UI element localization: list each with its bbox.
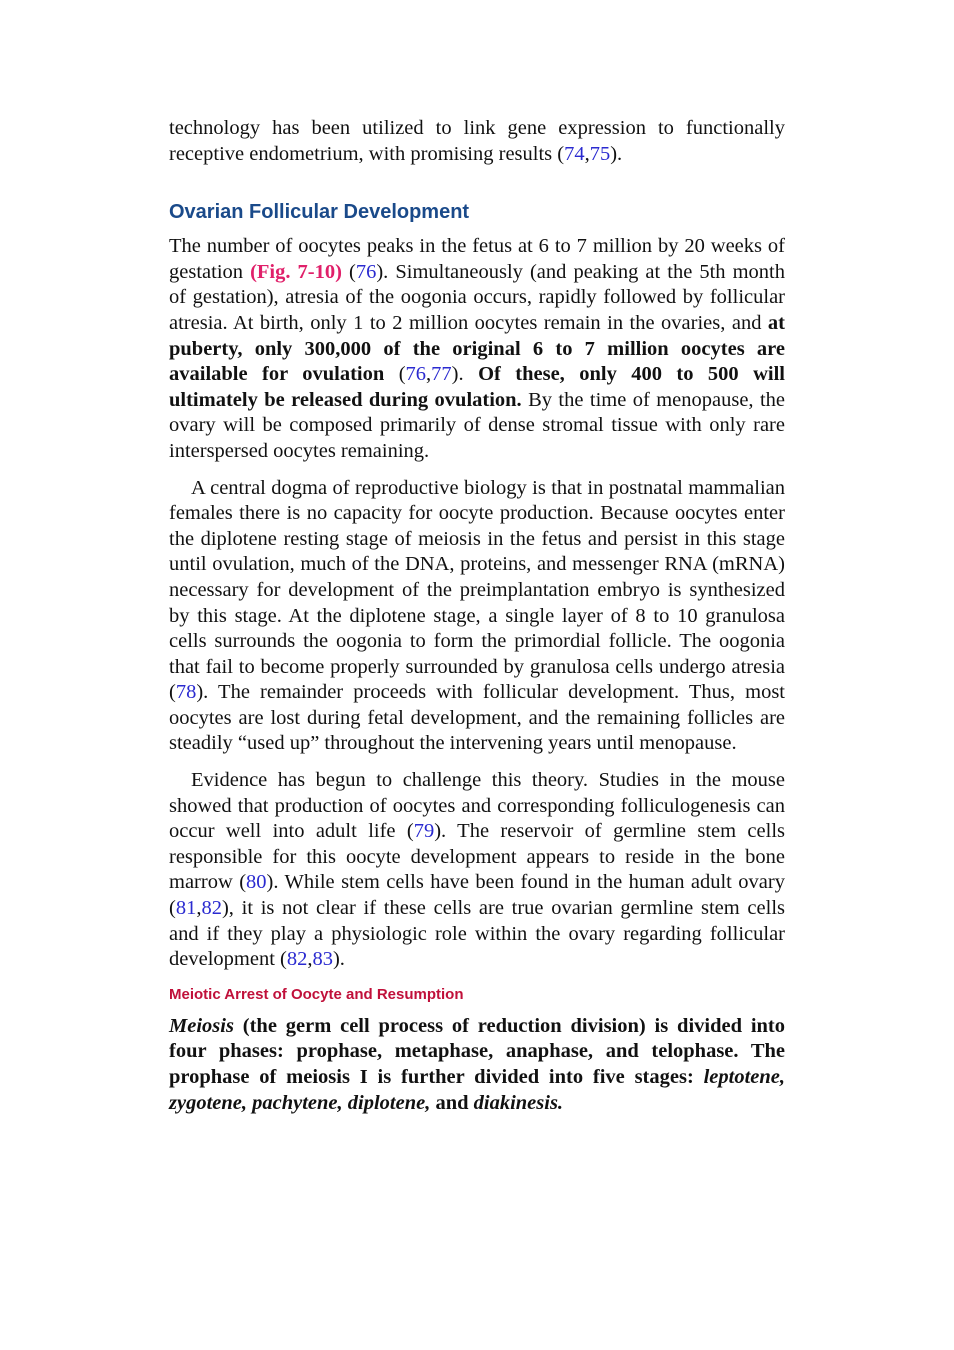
text: ). While stem cells have been found in t…	[169, 871, 785, 920]
text: ).	[610, 142, 623, 165]
text-column: technology has been utilized to link gen…	[169, 116, 785, 1116]
text: ,	[196, 897, 202, 920]
citation[interactable]: 76	[405, 363, 427, 386]
citation[interactable]: 82	[201, 897, 222, 920]
text: (the germ cell process of reduction divi…	[169, 1014, 785, 1088]
text: (	[384, 363, 406, 386]
citation[interactable]: 80	[246, 871, 267, 894]
citation[interactable]: 79	[413, 820, 435, 843]
text: ). The remainder proceeds with follicula…	[169, 681, 785, 755]
citation[interactable]: 81	[175, 897, 197, 920]
text: ). Simultaneously (and peaking at the 5t…	[169, 260, 786, 334]
text: ,	[307, 948, 313, 971]
text: The number of oocytes peaks in the fetus…	[169, 235, 785, 283]
subsection-heading: Meiotic Arrest of Oocyte and Resumption	[169, 985, 464, 1003]
italic-term: leptotene, zygotene, pachytene, diploten…	[169, 1066, 785, 1114]
text: ,	[584, 142, 590, 165]
italic-term: diakinesis.	[473, 1091, 564, 1114]
paragraph: The number of oocytes peaks in the fetus…	[169, 234, 785, 464]
citation[interactable]: 77	[431, 363, 452, 386]
italic-term: Meiosis	[169, 1014, 234, 1037]
paragraph: Meiosis (the germ cell process of reduct…	[169, 1014, 785, 1116]
paragraph: Evidence has begun to challenge this the…	[169, 768, 785, 973]
text: ,	[426, 363, 432, 386]
citation[interactable]: 75	[589, 142, 611, 165]
citation[interactable]: 76	[355, 260, 377, 283]
text: and	[430, 1091, 474, 1114]
citation[interactable]: 82	[286, 948, 308, 971]
citation[interactable]: 83	[312, 948, 333, 971]
section-heading: Ovarian Follicular Development	[169, 201, 470, 224]
paragraph: technology has been utilized to link gen…	[169, 116, 785, 167]
text: By the time of menopause, the ovary will…	[169, 388, 785, 462]
text: technology has been utilized to link gen…	[169, 117, 785, 165]
text: ).	[451, 363, 479, 386]
text: ). The reservoir of germline stem cells …	[169, 820, 785, 894]
text: A central dogma of reproductive biology …	[169, 476, 785, 704]
text: Evidence has begun to challenge this the…	[169, 769, 785, 843]
paragraph: A central dogma of reproductive biology …	[169, 476, 785, 758]
figure-ref[interactable]: (Fig. 7-10)	[250, 260, 342, 283]
text: ), it is not clear if these cells are tr…	[169, 897, 785, 971]
text: (	[341, 260, 356, 283]
bold-text: at puberty, only 300,000 of the original…	[169, 311, 785, 386]
citation[interactable]: 74	[564, 142, 585, 165]
bold-text: Of these, only 400 to 500 will ultimatel…	[169, 363, 786, 411]
citation[interactable]: 78	[175, 681, 197, 704]
text: ).	[332, 948, 345, 971]
